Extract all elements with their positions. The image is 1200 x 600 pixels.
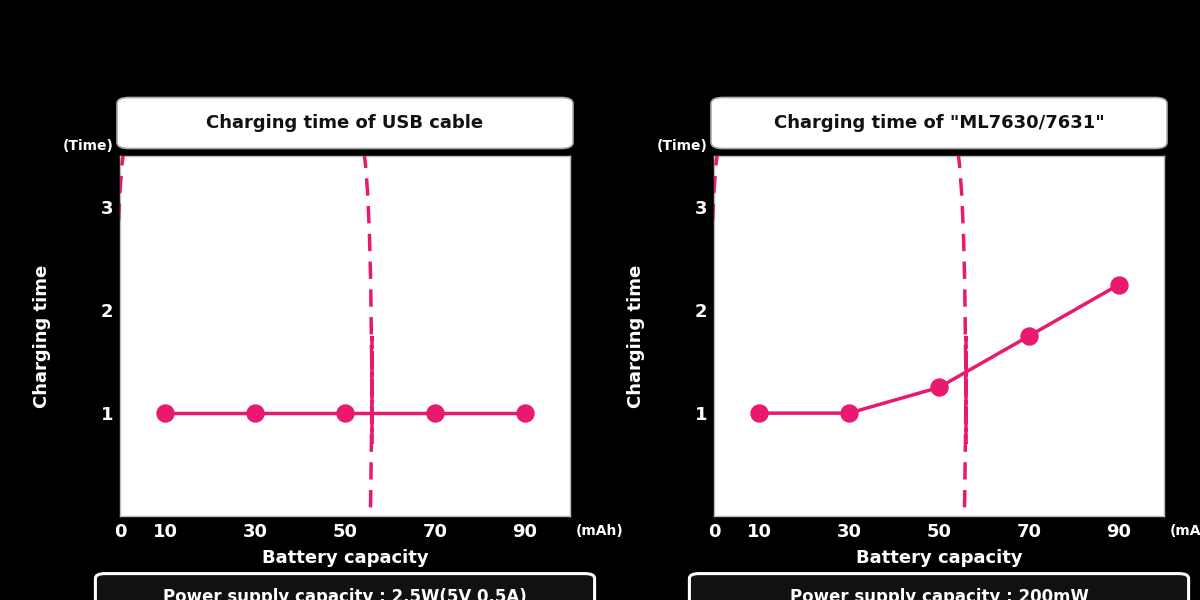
Text: Power supply capacity : 200mW: Power supply capacity : 200mW — [790, 588, 1088, 600]
Point — [156, 409, 175, 418]
Text: Charging time of "ML7630/7631": Charging time of "ML7630/7631" — [774, 114, 1104, 132]
Point — [516, 409, 535, 418]
Point — [246, 409, 265, 418]
Text: Charging time: Charging time — [34, 265, 52, 407]
Point — [930, 383, 949, 392]
Text: (Time): (Time) — [658, 139, 708, 153]
Text: Battery capacity: Battery capacity — [856, 549, 1022, 567]
Text: (mAh): (mAh) — [1170, 524, 1200, 538]
Point — [840, 409, 859, 418]
Text: Battery capacity: Battery capacity — [262, 549, 428, 567]
Point — [1020, 331, 1039, 341]
Text: Charging time of USB cable: Charging time of USB cable — [206, 114, 484, 132]
Point — [426, 409, 445, 418]
Point — [1110, 280, 1129, 289]
Text: Charging time: Charging time — [628, 265, 646, 407]
Point — [336, 409, 355, 418]
Text: Power supply capacity : 2.5W(5V 0.5A): Power supply capacity : 2.5W(5V 0.5A) — [163, 588, 527, 600]
Text: (mAh): (mAh) — [576, 524, 624, 538]
Point — [749, 409, 769, 418]
Text: (Time): (Time) — [64, 139, 114, 153]
